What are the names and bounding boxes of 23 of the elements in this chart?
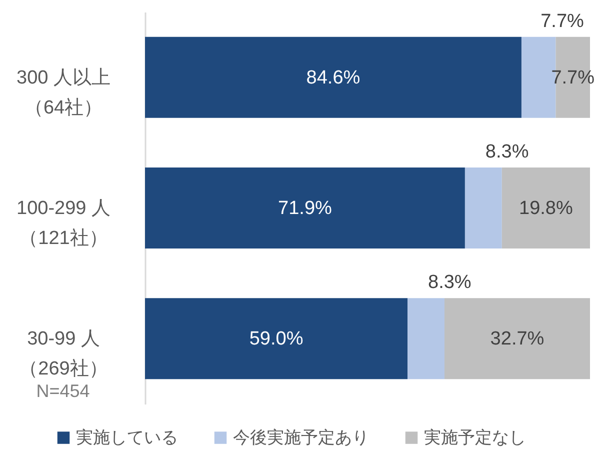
data-label: 84.6% xyxy=(306,67,360,88)
data-label: 71.9% xyxy=(278,198,332,219)
text: N=454 xyxy=(36,381,90,401)
data-label: 7.7% xyxy=(540,10,584,32)
bar xyxy=(145,36,522,118)
bar xyxy=(464,167,502,249)
bar xyxy=(444,298,590,380)
data-label: 32.7% xyxy=(490,328,544,350)
bar xyxy=(145,167,465,249)
bar xyxy=(145,298,408,380)
data-label: 8.3% xyxy=(485,141,529,162)
data-label: 19.8% xyxy=(519,198,573,219)
data-label: 7.7% xyxy=(551,67,595,88)
data-label: 59.0% xyxy=(249,328,304,350)
legend-label: 実施予定なし xyxy=(424,428,526,447)
legend-label: 今後実施予定あり xyxy=(233,428,369,447)
y-tick-label: 300 人以上（64社） xyxy=(16,67,110,118)
y-tick-label: 100-299 人（121社） xyxy=(16,198,111,249)
legend-label: 実施している xyxy=(76,428,178,447)
y-tick-label: 30-99 人（269社） xyxy=(19,328,108,380)
bar xyxy=(502,167,590,249)
bar xyxy=(408,298,444,380)
data-label: 8.3% xyxy=(428,272,472,294)
